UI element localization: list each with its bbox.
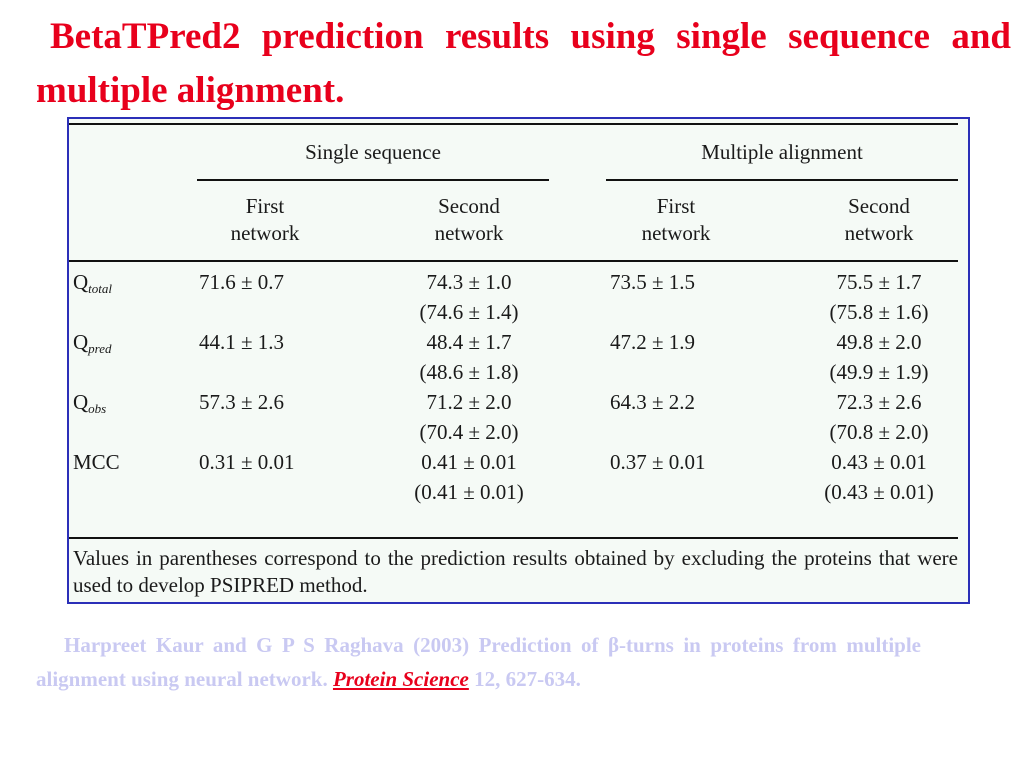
table-cell: 73.5 ± 1.5 xyxy=(610,270,696,294)
table-cell: 0.37 ± 0.01 xyxy=(610,450,706,474)
table-top-rule xyxy=(69,123,958,125)
table-cell-paren: (70.4 ± 2.0) xyxy=(419,420,519,444)
table-cell: 47.2 ± 1.9 xyxy=(610,330,696,354)
table-cell: 74.3 ± 1.0 xyxy=(426,270,512,294)
column-header-single-second: Second network xyxy=(389,193,549,247)
column-header-line: network xyxy=(434,221,504,245)
header-bottom-rule xyxy=(69,260,958,262)
table-cell-paren: (75.8 ± 1.6) xyxy=(829,300,929,324)
column-header-line: First xyxy=(245,194,285,218)
row-label-q-obs: Qobs xyxy=(73,389,106,418)
table-cell-paren: (48.6 ± 1.8) xyxy=(419,360,519,384)
table-cell-paren: (70.8 ± 2.0) xyxy=(829,420,929,444)
table-cell: 49.8 ± 2.0 xyxy=(836,330,922,354)
multiple-alignment-underline xyxy=(606,179,958,181)
column-header-line: Second xyxy=(848,194,910,218)
row-label-main: MCC xyxy=(73,450,120,474)
row-label-q-pred: Qpred xyxy=(73,329,112,358)
row-label-subscript: obs xyxy=(88,401,107,416)
citation-volume-pages: 12, 627-634. xyxy=(474,667,581,691)
row-label-subscript: total xyxy=(88,281,113,296)
row-label-main: Q xyxy=(73,270,89,294)
results-table: Single sequence Multiple alignment First… xyxy=(67,117,970,604)
single-sequence-underline xyxy=(197,179,549,181)
table-cell-paren: (0.41 ± 0.01) xyxy=(414,480,524,504)
table-cell: 0.41 ± 0.01 xyxy=(421,450,517,474)
table-cell: 72.3 ± 2.6 xyxy=(836,390,922,414)
column-header-single-first: First network xyxy=(197,193,333,247)
body-bottom-rule xyxy=(69,537,958,539)
table-cell-paren: (74.6 ± 1.4) xyxy=(419,300,519,324)
column-header-line: network xyxy=(230,221,300,245)
row-label-main: Q xyxy=(73,390,89,414)
slide-title: BetaTPred2 prediction results using sing… xyxy=(36,16,1011,111)
column-header-line: First xyxy=(656,194,696,218)
table-cell: 57.3 ± 2.6 xyxy=(199,390,285,414)
table-cell: 0.31 ± 0.01 xyxy=(199,450,295,474)
row-label-subscript: pred xyxy=(88,341,112,356)
column-header-multiple-second: Second network xyxy=(799,193,959,247)
table-cell: 44.1 ± 1.3 xyxy=(199,330,285,354)
row-label-main: Q xyxy=(73,330,89,354)
table-cell: 75.5 ± 1.7 xyxy=(836,270,922,294)
column-header-multiple-first: First network xyxy=(606,193,746,247)
column-header-line: network xyxy=(844,221,914,245)
table-cell: 71.2 ± 2.0 xyxy=(426,390,512,414)
table-cell-paren: (49.9 ± 1.9) xyxy=(829,360,929,384)
journal-link[interactable]: Protein Science xyxy=(332,667,469,691)
table-cell-paren: (0.43 ± 0.01) xyxy=(824,480,934,504)
table-cell: 71.6 ± 0.7 xyxy=(199,270,285,294)
row-label-q-total: Qtotal xyxy=(73,269,112,298)
table-cell: 64.3 ± 2.2 xyxy=(610,390,696,414)
column-header-line: network xyxy=(641,221,711,245)
table-cell: 48.4 ± 1.7 xyxy=(426,330,512,354)
row-label-mcc: MCC xyxy=(73,449,120,478)
table-footnote: Values in parentheses correspond to the … xyxy=(73,546,958,597)
group-header-multiple-alignment: Multiple alignment xyxy=(701,140,863,164)
citation-text: Harpreet Kaur and G P S Raghava (2003) P… xyxy=(36,633,921,691)
table-cell: 0.43 ± 0.01 xyxy=(831,450,927,474)
group-header-single-sequence: Single sequence xyxy=(305,140,441,164)
column-header-line: Second xyxy=(438,194,500,218)
citation: Harpreet Kaur and G P S Raghava (2003) P… xyxy=(36,628,921,696)
